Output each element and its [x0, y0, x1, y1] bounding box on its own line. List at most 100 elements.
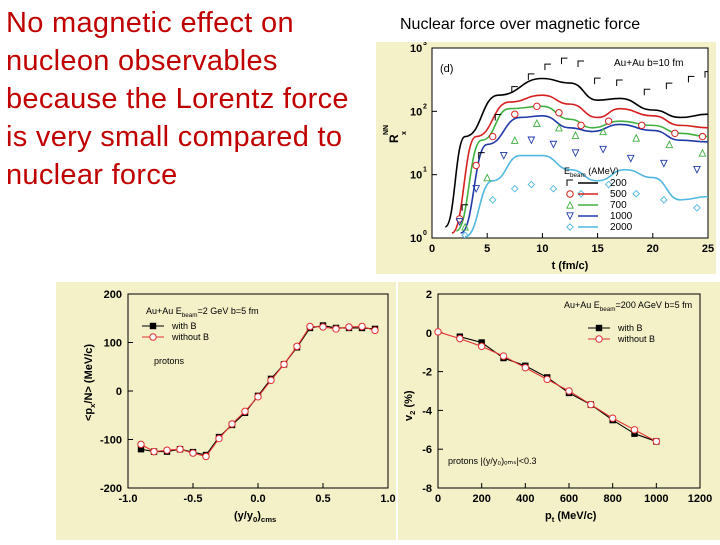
right-title: Nuclear force over magnetic force	[400, 16, 641, 33]
label-part: E	[564, 166, 570, 176]
x-tick-label: -1.0	[119, 493, 138, 505]
label-part: /N> (MeV/c)	[83, 344, 95, 404]
data-point	[608, 414, 617, 422]
y-axis-label-sup: NN	[383, 125, 390, 135]
data-point	[280, 360, 288, 369]
data-point	[604, 117, 613, 125]
data-point	[461, 222, 470, 231]
y-tick-label: -200	[100, 483, 122, 495]
label-part: beam	[570, 172, 586, 179]
data-point	[665, 82, 673, 90]
x-tick-label: 1200	[688, 493, 712, 505]
data-point	[228, 420, 236, 428]
data-point	[477, 342, 486, 351]
data-point	[478, 339, 485, 346]
y-tick-exponent: 1	[423, 167, 427, 174]
x-tick-label: 1.0	[380, 493, 395, 505]
data-point	[319, 323, 327, 331]
data-point	[638, 121, 646, 130]
x-tick-label: 0.0	[250, 493, 265, 505]
label-part: 2	[408, 411, 417, 415]
label-part: (y/y	[234, 510, 254, 522]
series-label-text: protons |(y/y₀)ₒₘₛ|<0.3	[448, 456, 537, 466]
legend-marker	[149, 322, 157, 330]
data-point	[241, 407, 249, 416]
x-axis-label: t (fm/c)	[552, 260, 589, 272]
x-tick-label: 20	[647, 243, 659, 255]
data-point	[631, 430, 638, 437]
legend-marker	[566, 179, 573, 186]
legend-label: with B	[617, 323, 643, 333]
x-tick-label: 400	[516, 493, 534, 505]
legend-marker	[566, 212, 574, 221]
series-line-2000	[464, 154, 708, 238]
data-point	[456, 334, 464, 343]
legend-label: with B	[171, 321, 197, 331]
legend-label: 2000	[610, 222, 633, 233]
y-tick-label: 2	[426, 289, 432, 301]
data-point	[527, 73, 535, 80]
y-tick-label: -100	[100, 435, 122, 447]
x-tick-label: -0.5	[184, 493, 203, 505]
bottom-right-chart-panel: 0 200 400 600 800 1000 1200 -8 -6 -4 -2 0 2 pt (MeV/c…	[398, 282, 720, 540]
data-point	[632, 189, 641, 198]
y-axis-label: <px/N> (MeV/c)	[83, 344, 97, 421]
data-point	[665, 140, 674, 149]
data-point	[560, 57, 568, 65]
data-point	[511, 110, 519, 118]
x-axis-label: pt (MeV/c)	[545, 510, 597, 524]
label-part: (AMeV)	[586, 166, 619, 176]
data-point	[599, 127, 608, 136]
data-point	[254, 393, 262, 401]
data-point	[660, 196, 668, 204]
y-tick-label: 10	[410, 233, 422, 245]
data-point	[510, 136, 519, 144]
bottom-right-chart: 0 200 400 600 800 1000 1200 -8 -6 -4 -2 0 2 pt (MeV/c…	[403, 289, 712, 524]
label-part: Au+Au E	[146, 306, 182, 316]
data-point	[577, 60, 585, 67]
legend-label: 700	[610, 200, 627, 211]
left-statement-text: No magnetic effect on nucleon observable…	[6, 7, 349, 191]
data-point	[461, 231, 469, 238]
data-point	[163, 446, 171, 454]
data-point	[555, 109, 563, 117]
legend-marker	[595, 335, 603, 343]
data-point	[137, 440, 145, 449]
y-tick-exponent: 3	[423, 42, 427, 47]
data-point	[293, 342, 301, 351]
data-point	[599, 145, 608, 154]
data-point	[521, 364, 530, 372]
data-point	[698, 148, 707, 157]
data-point	[358, 322, 366, 331]
data-point	[345, 323, 353, 331]
data-point	[488, 196, 497, 204]
label-part: )	[257, 510, 261, 522]
x-tick-label: 15	[591, 243, 603, 255]
data-point	[267, 376, 275, 385]
series-group	[444, 57, 708, 238]
data-point	[137, 446, 145, 453]
data-point	[189, 449, 197, 457]
top-chart-panel: 0 5 10 15 20 25 10 0 10 1 10 2 10 3 t (fm/c) R NN x (d) Au+…	[376, 40, 716, 274]
label-part: beam	[600, 306, 616, 313]
data-point	[577, 189, 585, 198]
data-point	[630, 426, 639, 434]
y-tick-exponent: 0	[423, 230, 427, 237]
x-tick-label: 1000	[644, 493, 668, 505]
y-tick-label: -2	[422, 367, 432, 379]
y-tick-label: -4	[422, 405, 433, 417]
data-point	[176, 445, 184, 453]
data-point	[472, 185, 481, 193]
y-tick-label: 100	[104, 338, 122, 350]
label-part: (MeV/c)	[554, 510, 597, 522]
data-point	[565, 387, 573, 395]
y-axis-label: v2 (%)	[403, 390, 417, 421]
data-point	[527, 180, 536, 189]
data-point	[332, 325, 340, 333]
y-axis-label: R	[387, 134, 401, 143]
data-point	[555, 123, 563, 132]
data-point	[532, 118, 541, 127]
series-line-without-B	[437, 331, 657, 442]
y-tick-label: 0	[426, 328, 432, 340]
